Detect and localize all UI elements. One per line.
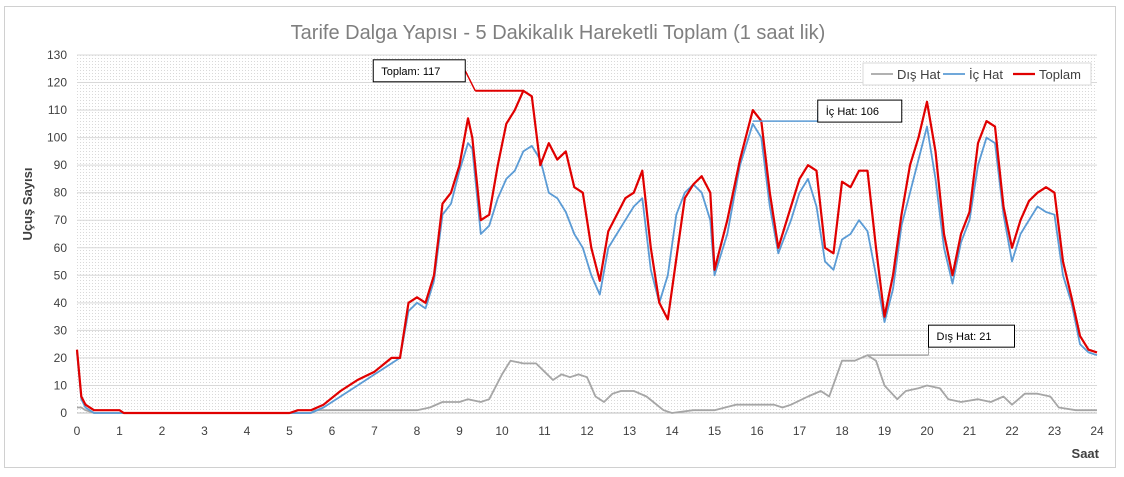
chart-title: Tarife Dalga Yapısı - 5 Dakikalık Hareke… bbox=[291, 22, 826, 44]
y-tick-label: 120 bbox=[47, 76, 67, 90]
x-tick-label: 24 bbox=[1090, 424, 1104, 438]
legend-label-dis-hat: Dış Hat bbox=[897, 67, 941, 82]
y-tick-label: 50 bbox=[54, 268, 68, 282]
x-tick-label: 3 bbox=[201, 424, 208, 438]
legend-label-ic-hat: İç Hat bbox=[969, 67, 1003, 82]
gridlines bbox=[77, 54, 1097, 386]
x-tick-label: 15 bbox=[708, 424, 722, 438]
y-tick-label: 30 bbox=[54, 323, 68, 337]
y-tick-label: 100 bbox=[47, 131, 67, 145]
callout-box bbox=[928, 324, 1015, 348]
chart-frame: Tarife Dalga Yapısı - 5 Dakikalık Hareke… bbox=[4, 6, 1116, 468]
x-tick-label: 11 bbox=[538, 424, 551, 438]
x-tick-label: 18 bbox=[835, 424, 849, 438]
x-tick-label: 19 bbox=[878, 424, 892, 438]
x-tick-label: 17 bbox=[793, 424, 807, 438]
x-tick-label: 2 bbox=[159, 424, 166, 438]
series-line-toplam bbox=[75, 89, 1098, 415]
y-tick-label: 110 bbox=[48, 103, 67, 117]
series-line-ic-hat bbox=[76, 122, 1098, 414]
x-tick-label: 14 bbox=[665, 424, 679, 438]
x-axis-ticks: 0 1 2 3 4 5 6 7 8 9 10 11 12 13 14 15 16 17 18 19 20 21 22 23 24 bbox=[74, 424, 1104, 438]
x-tick-label: 23 bbox=[1048, 424, 1062, 438]
x-tick-label: 6 bbox=[329, 424, 336, 438]
callout-label: İç Hat: 106 bbox=[826, 105, 879, 118]
callout-label: Dış Hat: 21 bbox=[937, 331, 992, 343]
y-tick-label: 80 bbox=[54, 186, 68, 200]
x-tick-label: 9 bbox=[456, 424, 463, 438]
line-chart: Tarife Dalga Yapısı - 5 Dakikalık Hareke… bbox=[20, 22, 1104, 461]
series-line-dis-hat bbox=[77, 354, 1097, 414]
x-axis-title: Saat bbox=[1072, 446, 1100, 461]
x-tick-label: 21 bbox=[963, 424, 977, 438]
x-tick-label: 12 bbox=[580, 424, 594, 438]
y-axis-ticks: 0 10 20 30 40 50 60 70 80 90 100 110 120 130 bbox=[47, 48, 67, 420]
legend-box bbox=[862, 62, 1092, 86]
y-tick-label: 130 bbox=[47, 48, 67, 62]
y-tick-label: 10 bbox=[54, 378, 68, 392]
callouts: Toplam: 117 İç Hat: 106 Dış Hat: 21 bbox=[372, 59, 1015, 356]
plot-area bbox=[77, 55, 1097, 413]
callout-leader bbox=[464, 70, 476, 92]
y-tick-label: 0 bbox=[60, 406, 67, 420]
legend-label-toplam: Toplam bbox=[1039, 67, 1081, 82]
y-axis-title: Uçuş Sayısı bbox=[20, 168, 35, 241]
x-tick-label: 10 bbox=[495, 424, 509, 438]
x-tick-label: 20 bbox=[920, 424, 934, 438]
x-tick-label: 0 bbox=[74, 424, 81, 438]
y-tick-label: 60 bbox=[54, 241, 68, 255]
y-tick-label: 20 bbox=[54, 351, 68, 365]
series-lines bbox=[75, 89, 1098, 415]
x-tick-label: 5 bbox=[286, 424, 293, 438]
x-tick-label: 22 bbox=[1005, 424, 1019, 438]
callout-label: Toplam: 117 bbox=[381, 66, 440, 78]
x-tick-label: 4 bbox=[244, 424, 251, 438]
x-tick-label: 8 bbox=[414, 424, 421, 438]
x-tick-label: 7 bbox=[371, 424, 378, 438]
x-tick-label: 1 bbox=[116, 424, 123, 438]
callout-box bbox=[817, 99, 903, 123]
x-tick-label: 13 bbox=[623, 424, 637, 438]
y-tick-label: 40 bbox=[54, 296, 68, 310]
x-tick-label: 16 bbox=[750, 424, 764, 438]
callout-box bbox=[372, 59, 466, 83]
y-tick-label: 90 bbox=[54, 158, 68, 172]
y-tick-label: 70 bbox=[54, 213, 68, 227]
legend: Dış Hat İç Hat Toplam bbox=[862, 62, 1092, 86]
